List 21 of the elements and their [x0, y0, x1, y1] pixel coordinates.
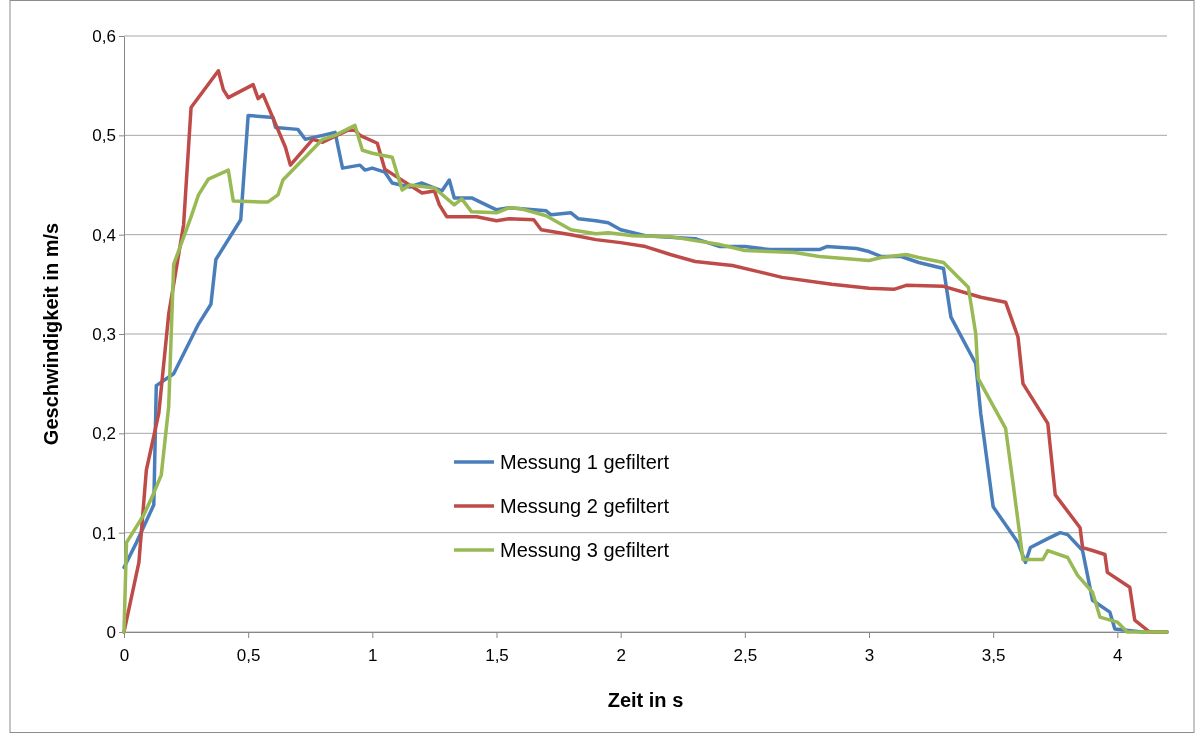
x-tick-label: 0,5	[236, 646, 261, 666]
x-tick-label: 4	[1113, 646, 1123, 666]
y-tick-label: 0	[106, 622, 116, 642]
x-axis-title: Zeit in s	[607, 689, 684, 711]
y-axis-title: Geschwindigkeit in m/s	[40, 222, 62, 446]
y-tick-label: 0,4	[92, 225, 116, 245]
legend-label: Messung 3 gefiltert	[500, 539, 670, 561]
x-tick-label: 3,5	[981, 646, 1006, 666]
y-tick-label: 0,5	[92, 126, 116, 146]
legend-label: Messung 1 gefiltert	[500, 451, 670, 473]
y-tick-label: 0,3	[92, 324, 116, 344]
y-tick-label: 0,2	[92, 424, 116, 444]
y-tick-label: 0,6	[92, 26, 116, 46]
x-tick-label: 2,5	[733, 646, 758, 666]
x-tick-label: 3	[864, 646, 875, 666]
x-tick-label: 0	[119, 646, 130, 666]
x-tick-label: 1,5	[485, 646, 509, 666]
x-tick-label: 2	[616, 646, 626, 666]
legend-label: Messung 2 gefiltert	[500, 495, 670, 517]
y-tick-label: 0,1	[92, 523, 116, 543]
x-tick-label: 1	[368, 646, 378, 666]
